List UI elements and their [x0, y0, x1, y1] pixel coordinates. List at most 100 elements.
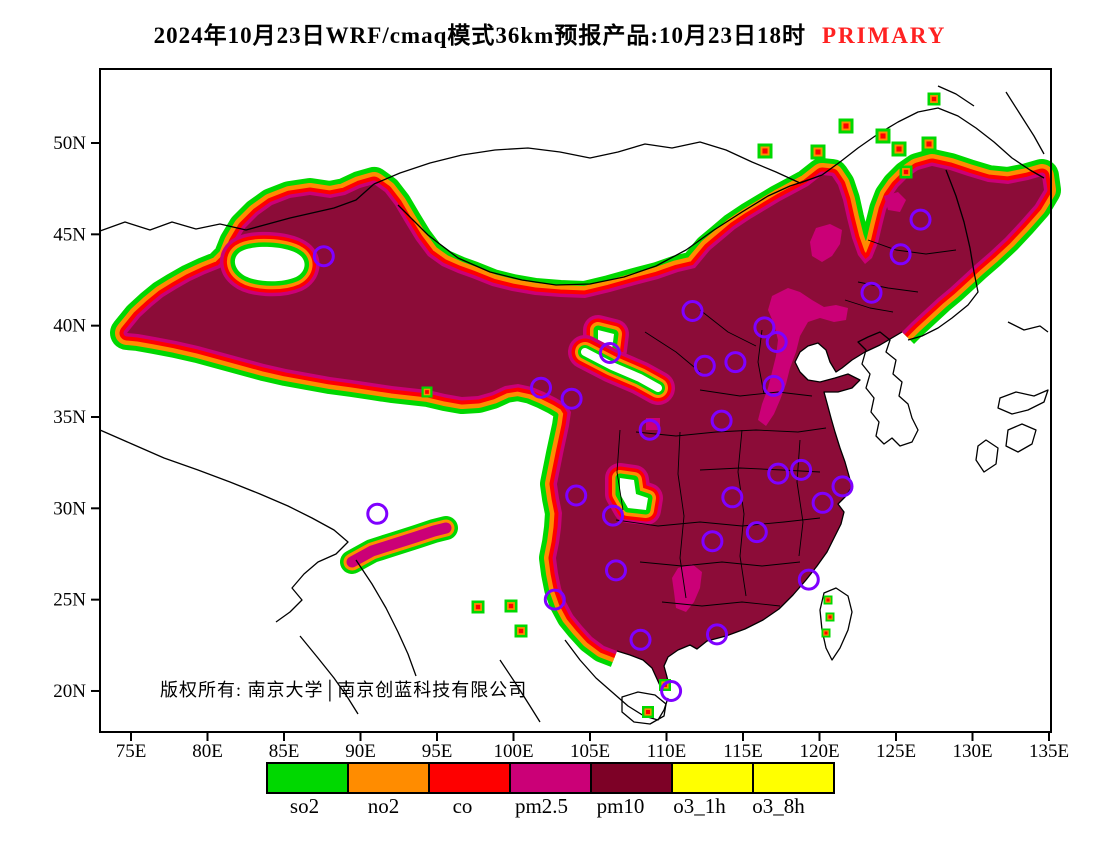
city-marker	[710, 409, 733, 432]
hotspot-co-core	[931, 96, 937, 102]
legend-swatch-o3_8h	[752, 762, 835, 794]
y-axis-tick-label: 45N	[53, 224, 86, 245]
coastline-border	[857, 331, 919, 447]
axes-frame-layer: 75E 80E 85E 90E 95E 100E 105E 110E 115E 120E 125E 1…	[53, 68, 1069, 762]
coastline-border	[1005, 423, 1037, 453]
city-marker	[745, 521, 768, 544]
hotspot-co-core	[926, 141, 932, 147]
pm25-dominant-patch	[810, 224, 842, 262]
coastline-border	[1005, 91, 1045, 155]
clean-gap-band	[581, 348, 662, 392]
hotspot-co-core	[762, 148, 768, 154]
y-axis-tick-label: 40N	[53, 316, 86, 337]
pollutant-legend: so2 no2 co pm2.5 pm10 o3_1h o3_8h	[266, 762, 835, 819]
copyright-text: 版权所有: 南京大学│南京创蓝科技有限公司	[160, 680, 528, 700]
x-axis-tick-label: 115E	[723, 741, 762, 762]
coastline-border	[937, 85, 975, 107]
x-axis-tick-label: 80E	[192, 741, 223, 762]
city-marker	[767, 462, 790, 485]
legend-swatch-pm2.5	[509, 762, 592, 794]
hotspot-co-core	[824, 631, 828, 635]
city-marker	[765, 331, 788, 353]
coastline-border	[373, 141, 823, 185]
coastline-border	[564, 639, 669, 721]
legend-label-so2: so2	[289, 794, 320, 818]
city-marker	[543, 588, 566, 611]
map-frame	[99, 68, 1052, 733]
coastline-border	[397, 179, 809, 286]
city-marker	[560, 387, 583, 410]
province-border	[699, 467, 821, 473]
province-border	[639, 561, 801, 567]
legend-swatch-so2	[266, 762, 349, 794]
page-title: 2024年10月23日WRF/cmaq模式36km预报产品:10月23日18时 P…	[0, 16, 1100, 50]
city-marker	[638, 418, 661, 441]
city-marker	[629, 628, 652, 651]
city-marker	[762, 374, 785, 397]
province-border	[699, 309, 757, 347]
legend-label-o3_8h: o3_8h	[752, 794, 805, 818]
city-marker	[693, 354, 716, 377]
city-marker	[565, 484, 588, 507]
coastline-border	[355, 559, 417, 677]
hotspot-co-core	[475, 604, 481, 610]
city-marker	[530, 376, 552, 399]
pm10-field-layer	[127, 166, 1044, 690]
city-marker	[831, 475, 854, 498]
coastline-border	[1007, 321, 1049, 333]
hotspot-co-core	[815, 149, 821, 155]
title-text: 2024年10月23日WRF/cmaq模式36km预报产品:10月23日18时	[153, 23, 806, 48]
pm25-dominant-patch	[672, 564, 702, 612]
x-axis-tick-label: 120E	[799, 741, 839, 762]
boundary-lines-layer	[99, 85, 1049, 725]
primary-pollutant-tag: PRIMARY	[821, 23, 947, 48]
coastline-border	[821, 107, 1045, 179]
coastline-border	[907, 169, 979, 341]
city-marker	[889, 243, 912, 266]
coastline-border	[975, 439, 999, 473]
y-axis-tick-label: 35N	[53, 407, 86, 428]
coastline-border	[997, 389, 1049, 415]
y-axis-tick-label: 20N	[53, 681, 86, 702]
legend-label-o3_1h: o3_1h	[673, 794, 726, 818]
city-marker	[706, 623, 728, 646]
province-border	[644, 331, 701, 373]
y-axis-tick-label: 30N	[53, 498, 86, 519]
y-axis-tick-label: 25N	[53, 590, 86, 611]
legend-swatch-co	[428, 762, 511, 794]
province-border	[677, 431, 687, 599]
hotspot-co-core	[843, 123, 849, 129]
city-marker	[721, 486, 744, 509]
city-marker	[797, 568, 820, 591]
coastline-border	[621, 691, 667, 725]
legend-swatch-o3_1h	[671, 762, 754, 794]
hotspot-co-core	[828, 615, 832, 619]
legend-label-pm10: pm10	[596, 794, 645, 818]
city-marker	[724, 351, 747, 374]
legend-swatch-pm10	[590, 762, 673, 794]
pm25-dominant-patch	[884, 192, 906, 212]
hotspot-co-core	[880, 133, 886, 139]
province-border	[757, 329, 765, 395]
pm10-dominant-region	[127, 166, 1044, 690]
city-marker	[660, 680, 683, 702]
city-marker	[602, 504, 624, 527]
pm25-patch-layer	[340, 192, 906, 612]
legend-label-pm2.5: pm2.5	[514, 794, 569, 818]
x-axis-tick-label: 130E	[952, 741, 992, 762]
city-marker	[605, 559, 627, 582]
clean-hole	[620, 478, 648, 510]
x-axis-tick-label: 75E	[116, 741, 147, 762]
legend-label-no2: no2	[367, 794, 400, 818]
x-axis-tick-label: 125E	[876, 741, 916, 762]
province-border	[737, 429, 747, 597]
city-marker	[753, 316, 776, 339]
coastline-border	[99, 183, 375, 232]
city-marker	[811, 491, 834, 514]
legend-label-co: co	[452, 794, 473, 818]
x-axis-tick-label: 95E	[422, 741, 453, 762]
city-marker	[860, 281, 883, 304]
pm25-band-tibet	[346, 522, 452, 568]
x-axis-tick-label: 90E	[345, 741, 376, 762]
